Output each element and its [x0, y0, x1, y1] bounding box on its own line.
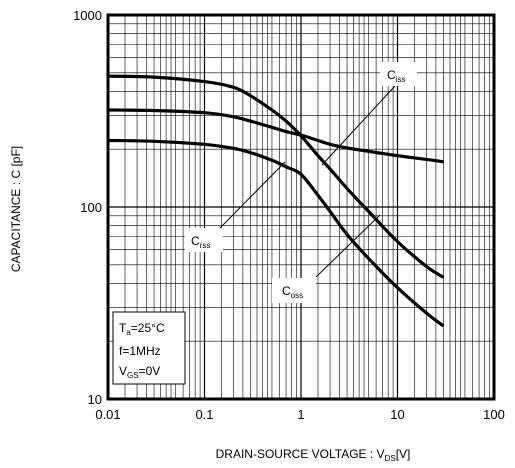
x-tick-label: 100 — [483, 407, 505, 422]
condition-temperature: Ta=25°C — [119, 321, 165, 337]
y-axis-label: CAPACITANCE : C [pF] — [9, 146, 23, 272]
plot-frame — [106, 13, 496, 401]
series-label-crss: Crss — [191, 234, 210, 250]
series-line-crss — [107, 74, 445, 279]
x-tick-label: 1 — [297, 407, 304, 422]
callout-coss: Coss — [272, 214, 381, 303]
series-label-ciss: Ciss — [387, 68, 405, 84]
x-tick-label: 0.01 — [95, 407, 120, 422]
x-tick-label: 0.1 — [195, 407, 213, 422]
series-line-coss — [107, 138, 445, 328]
conditions-box: Ta=25°C f=1MHz VGS=0V — [112, 311, 186, 385]
callout-crss: Crss — [185, 161, 286, 252]
condition-gate-voltage: VGS=0V — [119, 364, 160, 380]
series-lines — [107, 74, 445, 328]
x-axis-label: DRAIN-SOURCE VOLTAGE : VDS[V] — [216, 447, 411, 463]
y-tick-label: 10 — [88, 392, 102, 407]
tick-labels: 0.01 0.1 1 10 100 10 100 1000 — [73, 8, 505, 422]
x-tick-label: 10 — [390, 407, 404, 422]
series-label-coss: Coss — [282, 284, 303, 300]
y-tick-label: 1000 — [73, 8, 102, 23]
y-tick-label: 100 — [80, 200, 102, 215]
callout-ciss: Ciss — [321, 62, 417, 166]
condition-frequency: f=1MHz — [119, 344, 161, 358]
